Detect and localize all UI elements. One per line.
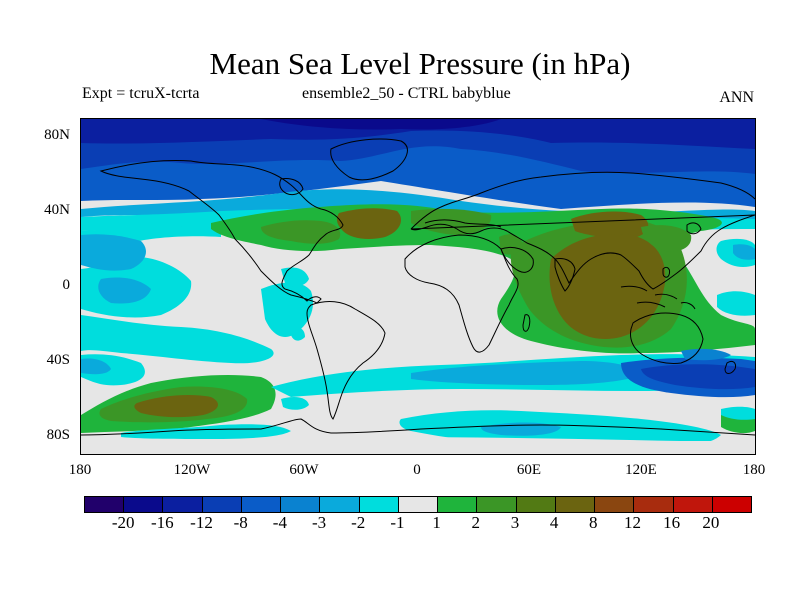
colorbar-label: -16 (151, 513, 174, 532)
colorbar-box (359, 497, 399, 512)
colorbar-box (712, 497, 751, 512)
antarctic-cyan-far-east (721, 406, 755, 420)
coast-antarctica (81, 418, 755, 436)
colorbar-box (124, 497, 164, 512)
colorbar-label: 16 (663, 513, 681, 532)
south-pacific-blue-left (81, 358, 111, 375)
central-pacific-blue-2 (98, 277, 151, 304)
south-pacific-core (134, 395, 218, 418)
lat-label-40s: 40S (46, 352, 70, 368)
colorbar-label: 12 (623, 513, 641, 532)
lon-label-120w: 120W (173, 462, 211, 478)
colorbar-label: 1 (432, 513, 441, 532)
colorbar-box (85, 497, 125, 512)
lon-label-120e: 120E (625, 462, 657, 478)
colorbar-label: 20 (702, 513, 720, 532)
colorbar-label: -3 (311, 513, 327, 532)
antarctic-cyan-west (121, 424, 291, 439)
east-asia-green (641, 225, 692, 252)
coast-new-zealand (724, 360, 736, 374)
east-pacific-cyan (261, 282, 313, 338)
colorbar-box (398, 497, 439, 512)
map-svg (81, 119, 755, 454)
antarctic-interior (81, 437, 755, 454)
colorbar-box (281, 497, 321, 512)
coast-eurasia (410, 171, 755, 290)
coast-madagascar (522, 314, 531, 332)
coast-hudson-bay (279, 178, 304, 196)
colorbar-label: 4 (549, 513, 559, 532)
coast-australia (630, 312, 704, 364)
colorbar-box (163, 497, 203, 512)
south-america-east-cyan (291, 327, 305, 341)
colorbar-label: -12 (190, 513, 213, 532)
lon-label-60w: 60W (289, 462, 319, 478)
colorbar-box (595, 497, 635, 512)
coast-south-america (306, 301, 386, 420)
colorbar-box (202, 497, 242, 512)
lon-label-60e: 60E (516, 462, 542, 478)
lon-label-180w: 180 (68, 462, 92, 478)
tropical-pacific-cyan (81, 315, 274, 364)
coast-india (554, 258, 576, 292)
lat-label-40n: 40N (44, 202, 70, 218)
north-atlantic-core (336, 208, 401, 239)
arctic-band-dark (81, 119, 755, 149)
lat-label-80n: 80N (44, 127, 70, 143)
coastlines (81, 138, 755, 436)
coast-africa (404, 234, 519, 353)
colorbar-label: 3 (510, 513, 520, 532)
colorbar-label: -2 (351, 513, 366, 532)
subtitle-center: ensemble2_50 - CTRL babyblue (302, 85, 511, 102)
coast-north-america (99, 160, 344, 304)
west-pacific-blue-1 (733, 244, 755, 260)
lon-label-180e: 180 (742, 462, 766, 478)
coast-greenland (330, 138, 408, 181)
colorbar-label: -1 (390, 513, 405, 532)
coast-arabia (500, 246, 534, 273)
arctic-core (261, 119, 501, 130)
southern-ocean-blue (411, 361, 641, 385)
australia-brown-core (549, 234, 666, 339)
central-pacific-blue (81, 234, 146, 271)
subtitle-right: ANN (719, 89, 754, 106)
chart-title: Mean Sea Level Pressure (in hPa) (209, 46, 631, 81)
west-pacific-cyan-2 (717, 291, 755, 316)
coast-philippines (662, 266, 670, 278)
colorbar-label: 8 (589, 513, 598, 532)
south-atlantic-cyan (281, 397, 309, 410)
map-panel (80, 118, 756, 455)
south-australia-dark-blue (641, 364, 755, 390)
colorbar-box (477, 497, 517, 512)
colorbar-box (673, 497, 713, 512)
colorbar-label: 2 (471, 513, 481, 532)
lat-label-0: 0 (62, 277, 71, 293)
tasman-blue (681, 348, 731, 361)
lat-label-80s: 80S (46, 427, 70, 443)
colorbar-box (555, 497, 596, 512)
west-indian-olive (499, 234, 523, 255)
asia-brown-core (571, 211, 649, 238)
north-atlantic-olive (261, 220, 341, 244)
south-america-west-cyan (281, 267, 309, 287)
subtitle-left: Expt = tcruX-tcrta (82, 85, 200, 102)
colorbar-box (516, 497, 556, 512)
colorbar-box (241, 497, 282, 512)
lon-label-0: 0 (413, 462, 421, 478)
coast-mediterranean (424, 219, 502, 228)
colorbar-box (634, 497, 674, 512)
colorbar (84, 496, 752, 513)
coast-indonesia (620, 285, 696, 310)
colorbar-box (438, 497, 478, 512)
colorbar-label: -4 (272, 513, 287, 532)
coast-japan (686, 222, 702, 235)
north-pacific-ring (81, 225, 221, 263)
colorbar-label: -8 (233, 513, 248, 532)
colorbar-box (320, 497, 360, 512)
colorbar-label: -20 (111, 513, 135, 532)
